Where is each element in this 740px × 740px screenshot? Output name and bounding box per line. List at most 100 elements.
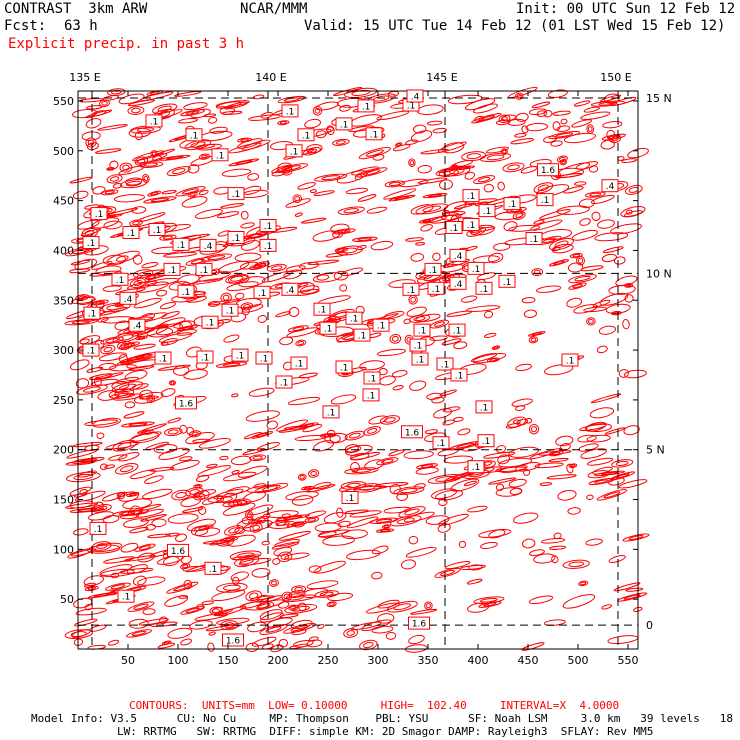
contour-line (409, 314, 431, 323)
contour-line (222, 471, 257, 482)
contour-label: .1 (561, 353, 579, 367)
contour-line (310, 470, 317, 477)
contour-line (374, 482, 409, 488)
contour-line (69, 507, 105, 513)
contour-line (158, 317, 186, 329)
contour-line (140, 514, 167, 522)
contour-line (96, 432, 105, 439)
contour-line (533, 269, 541, 275)
contour-line (99, 463, 108, 471)
contour-line (270, 265, 283, 271)
contour-line (392, 384, 404, 391)
contour-line (95, 300, 106, 305)
model-info-line2: LW: RRTMG SW: RRTMG DIFF: simple KM: 2D … (117, 725, 654, 738)
contour-line (227, 501, 243, 506)
contour-line (394, 196, 410, 201)
contour-line (102, 254, 127, 266)
contour-line (623, 425, 640, 436)
contour-line (152, 155, 162, 162)
contour-line (359, 360, 385, 371)
contour-line (127, 601, 155, 612)
svg-text:.1: .1 (508, 200, 517, 210)
contour-line (278, 425, 310, 433)
svg-text:.1: .1 (232, 190, 241, 200)
contour-line (220, 620, 239, 631)
contour-line (300, 217, 327, 224)
contour-line (613, 582, 641, 592)
contour-line (237, 465, 268, 478)
contour-line (453, 341, 468, 350)
contour-line (415, 313, 441, 323)
contour-line (150, 91, 160, 95)
contour-line (351, 89, 371, 96)
contour-line (370, 240, 394, 251)
svg-text:.1: .1 (362, 102, 371, 112)
contour-line (137, 336, 146, 340)
contour-line (628, 535, 644, 540)
contour-label: .1 (413, 323, 431, 337)
contour-label: .1 (467, 460, 485, 474)
contour-line (520, 166, 538, 174)
contour-line (528, 331, 546, 337)
svg-text:.1: .1 (290, 147, 299, 157)
x-tick-label: 450 (518, 654, 539, 667)
contour-line (529, 219, 563, 231)
contour-line (145, 277, 179, 287)
contour-label: .1 (436, 357, 454, 371)
contour-line (521, 297, 536, 304)
contour-line (497, 181, 505, 191)
contour-line (611, 459, 634, 468)
contour-line (115, 255, 129, 262)
contour-line (345, 444, 373, 456)
contour-line (272, 557, 281, 565)
contour-line (117, 451, 140, 462)
contour-line (615, 460, 629, 466)
contour-line (227, 274, 250, 284)
contour-line (355, 167, 388, 178)
contour-line (133, 603, 149, 610)
contour-label: 1.6 (167, 543, 189, 557)
contour-line (555, 132, 574, 138)
contour-line (74, 618, 98, 627)
contour-line (422, 205, 442, 213)
contour-line (114, 463, 139, 475)
contour-line (438, 513, 469, 526)
contour-line (106, 174, 123, 184)
contour-line (118, 383, 137, 391)
contour-line (196, 604, 204, 610)
model-title: CONTRAST 3km ARW (4, 1, 148, 17)
contour-line (97, 390, 120, 401)
svg-text:.1: .1 (340, 364, 349, 374)
contour-line (298, 422, 319, 429)
contour-line (466, 578, 483, 585)
latitude-label: 0 (646, 619, 653, 632)
contour-line (348, 432, 361, 439)
contour-line (417, 177, 448, 184)
contour-line (190, 525, 209, 536)
contour-line (92, 417, 122, 428)
contour-label: .1 (427, 281, 445, 295)
contour-line (93, 372, 124, 381)
contour-label: .1 (353, 328, 371, 342)
svg-text:.1: .1 (340, 120, 349, 130)
contour-line (203, 113, 217, 118)
contour-line (422, 219, 432, 223)
contour-line (167, 429, 179, 435)
contour-field (64, 86, 650, 653)
longitude-label: 135 E (69, 71, 100, 84)
contour-line (460, 564, 486, 570)
contour-line (101, 100, 108, 106)
contour-line (622, 319, 630, 330)
contour-line (562, 594, 596, 609)
contour-line (139, 389, 153, 400)
contour-line (147, 533, 171, 539)
contour-line (589, 192, 602, 197)
contour-line (134, 131, 143, 141)
contour-line (274, 538, 300, 547)
contour-line (182, 507, 204, 513)
contour-line (158, 447, 190, 461)
contour-line (608, 134, 622, 144)
contour-line (346, 516, 379, 529)
contour-line (216, 582, 248, 593)
contour-line (198, 437, 231, 449)
